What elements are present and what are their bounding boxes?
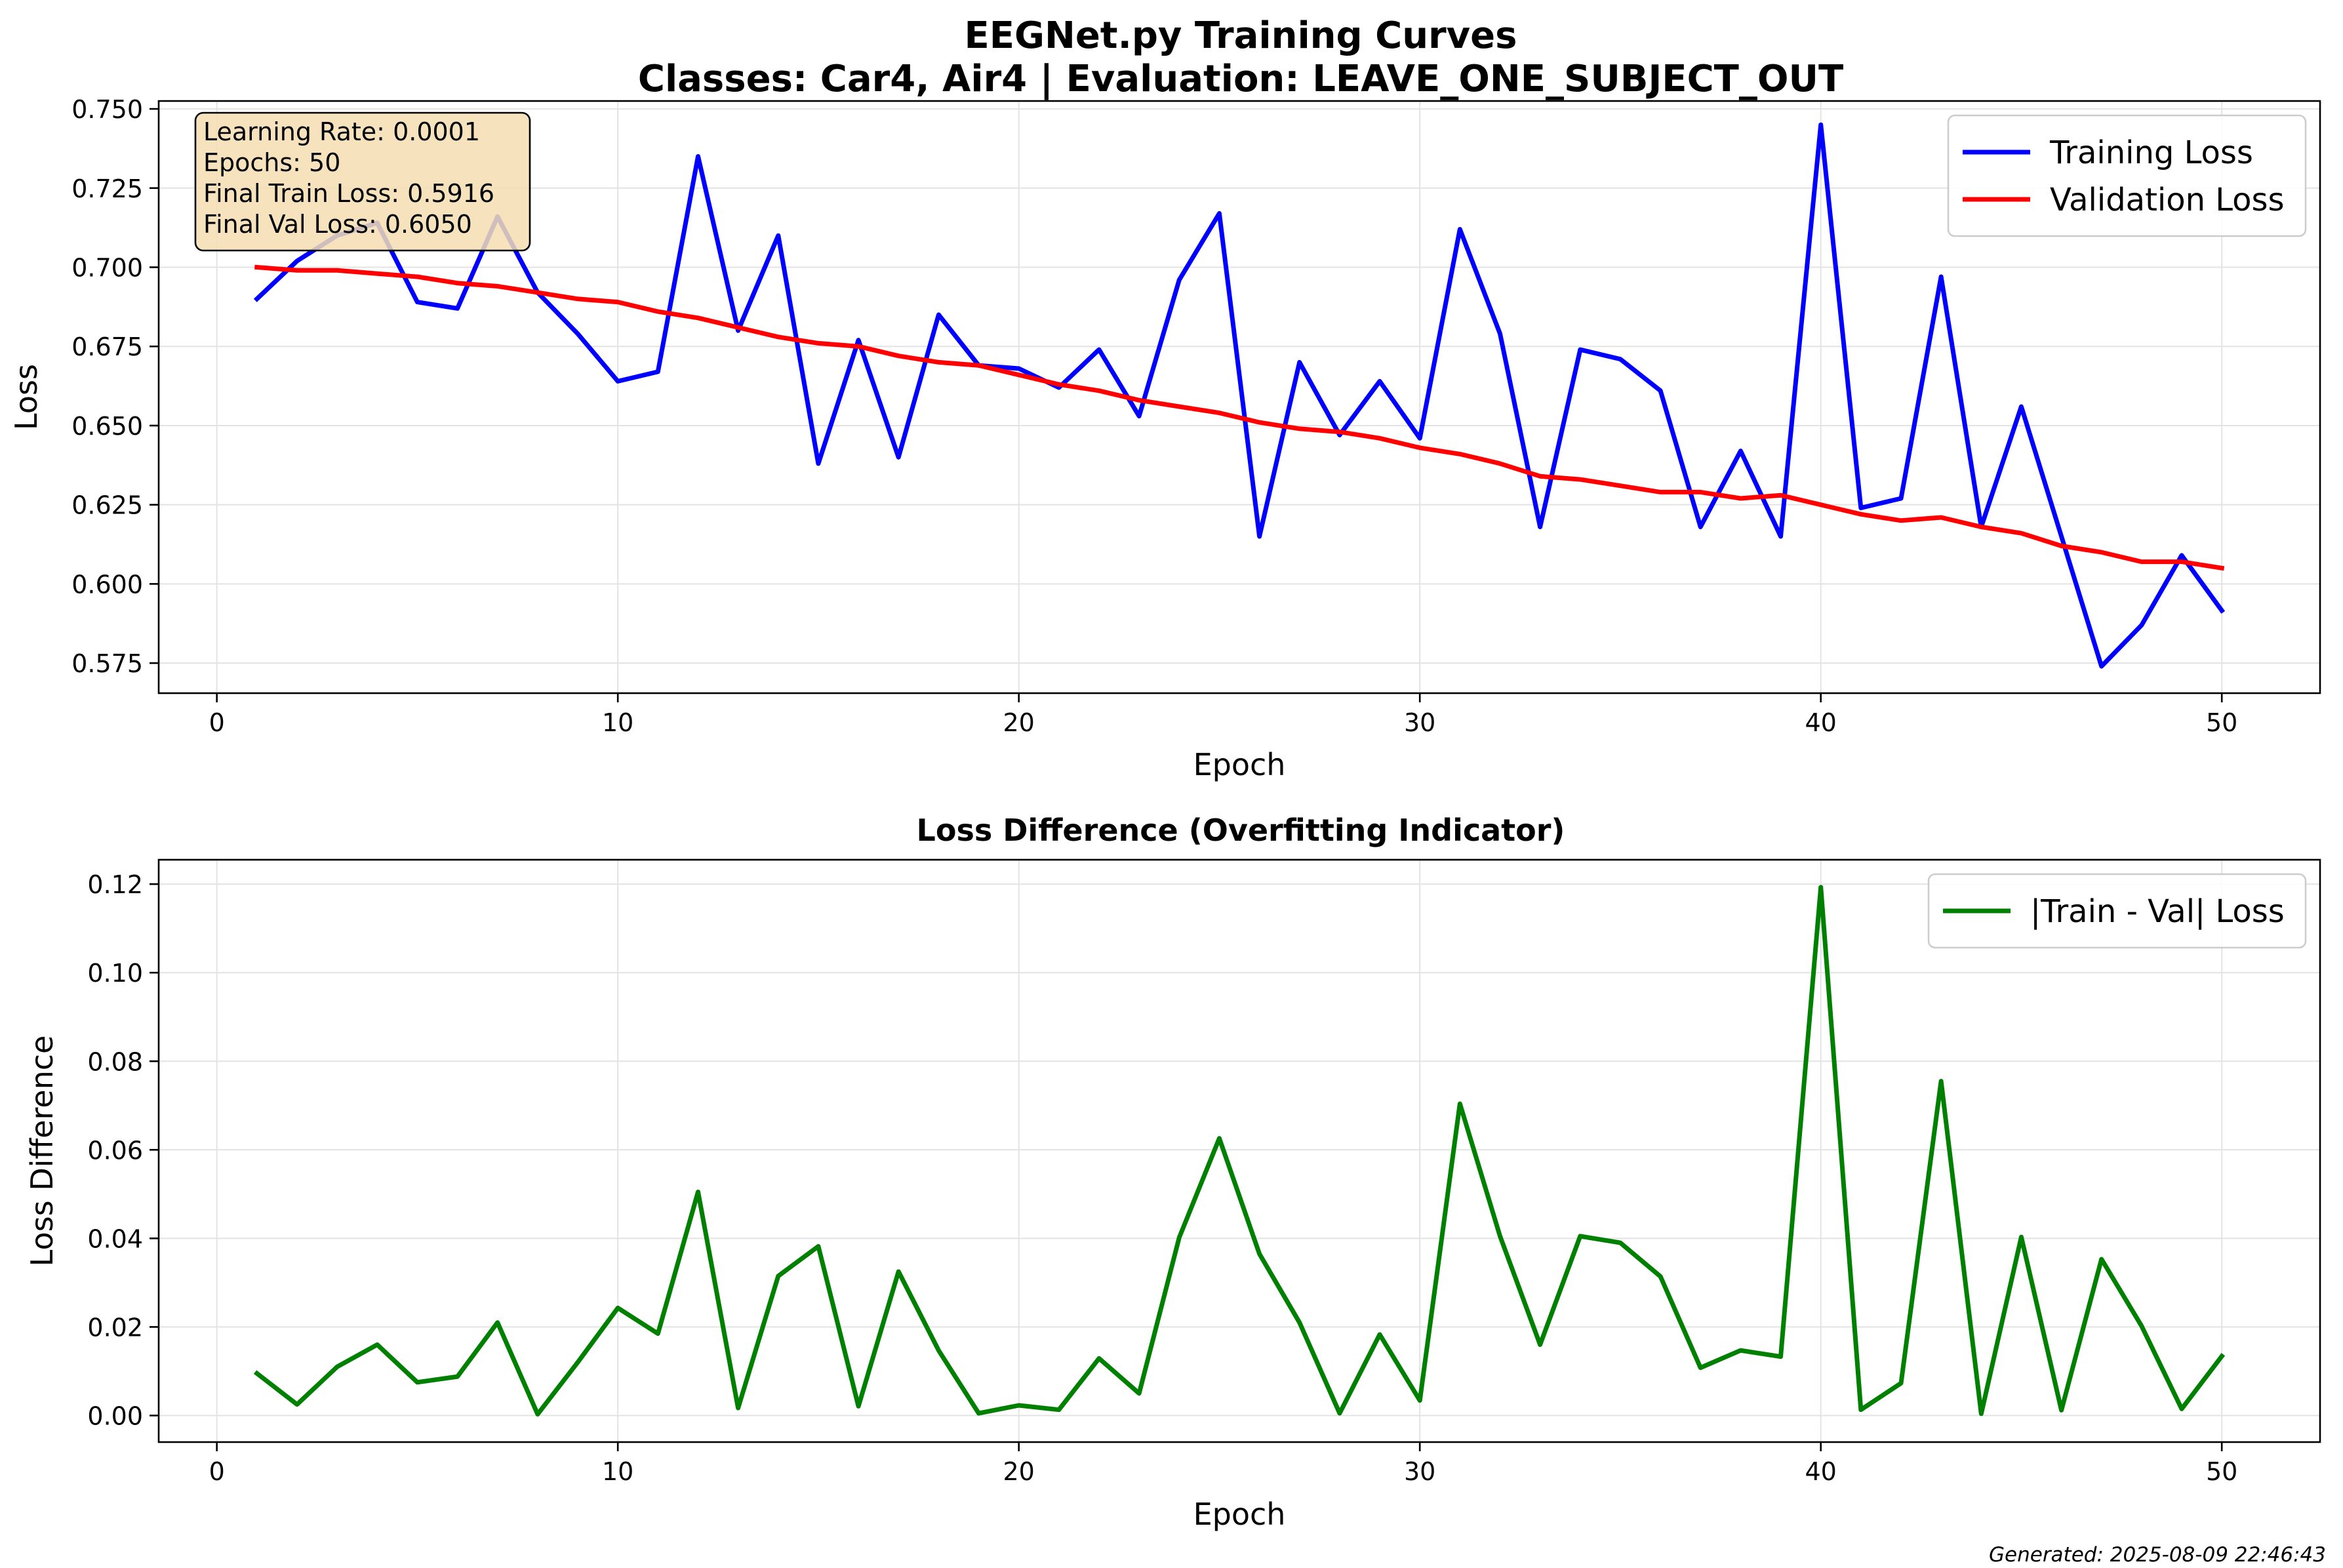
legend: |Train - Val| Loss	[1927, 873, 2307, 949]
axes-frame	[157, 858, 2321, 1443]
x-tick-label: 10	[602, 708, 633, 737]
y-tick-label: 0.06	[87, 1136, 143, 1165]
x-axis-label: Epoch	[1193, 747, 1286, 782]
x-tick-label: 40	[1805, 1457, 1836, 1486]
x-tick-label: 20	[1003, 708, 1034, 737]
series-line-validation-loss	[254, 264, 2225, 571]
y-tick-label: 0.600	[71, 570, 143, 599]
generated-timestamp: Generated: 2025-08-09 22:46:43	[1989, 1543, 2326, 1567]
y-tick-label: 0.625	[71, 491, 143, 520]
info-line: Epochs: 50	[203, 148, 340, 177]
x-tick-label: 50	[2206, 1457, 2237, 1486]
y-tick-label: 0.650	[71, 412, 143, 441]
info-line: Final Train Loss: 0.5916	[203, 179, 494, 208]
y-tick-label: 0.12	[87, 870, 143, 899]
loss-difference-title: Loss Difference (Overfitting Indicator)	[917, 813, 1565, 848]
y-tick-label: 0.725	[71, 174, 143, 203]
info-line: Final Val Loss: 0.6050	[203, 210, 472, 239]
x-tick-label: 10	[602, 1457, 633, 1486]
legend-box	[1947, 114, 2307, 237]
y-tick-label: 0.750	[71, 95, 143, 124]
y-axis-label: Loss	[9, 364, 44, 430]
x-tick-label: 0	[209, 1457, 225, 1486]
y-tick-label: 0.575	[71, 649, 143, 678]
chart-title-line-2: Classes: Car4, Air4 | Evaluation: LEAVE_…	[638, 58, 1843, 100]
legend-entry: Training Loss	[2049, 134, 2253, 171]
legend-entry: |Train - Val| Loss	[2030, 893, 2285, 930]
x-tick-label: 50	[2206, 708, 2237, 737]
y-tick-label: 0.08	[87, 1047, 143, 1076]
y-tick-label: 0.700	[71, 254, 143, 283]
series-line-training-loss	[253, 122, 2226, 669]
y-tick-label: 0.00	[87, 1401, 143, 1430]
x-tick-label: 20	[1003, 1457, 1034, 1486]
x-tick-label: 30	[1404, 1457, 1435, 1486]
x-axis-label: Epoch	[1193, 1497, 1286, 1532]
series-line-train-val-difference	[253, 885, 2226, 1417]
y-tick-label: 0.02	[87, 1313, 143, 1342]
training-loss-plot: 0 10 20 30 40 50 0.575 0.600 0.625 0.650 0.675 0.70…	[9, 95, 2321, 782]
loss-difference-plot: 0 10 20 30 40 50 0.00 0.02 0.04 0.06 0.08 0.10 0.12 E…	[24, 858, 2321, 1532]
x-tick-label: 30	[1404, 708, 1435, 737]
x-tick-label: 40	[1805, 708, 1836, 737]
info-line: Learning Rate: 0.0001	[203, 117, 480, 146]
chart-title-line-1: EEGNet.py Training Curves	[964, 14, 1517, 57]
legend-box	[1927, 873, 2307, 949]
legend: Training Loss Validation Loss	[1947, 114, 2307, 237]
y-tick-label: 0.675	[71, 332, 143, 361]
y-tick-label: 0.04	[87, 1224, 143, 1253]
legend-entry: Validation Loss	[2050, 182, 2285, 218]
y-tick-label: 0.10	[87, 959, 143, 988]
x-tick-label: 0	[209, 708, 225, 737]
y-axis-label: Loss Difference	[24, 1035, 60, 1267]
info-box	[194, 111, 531, 252]
axes-frame	[157, 100, 2321, 694]
